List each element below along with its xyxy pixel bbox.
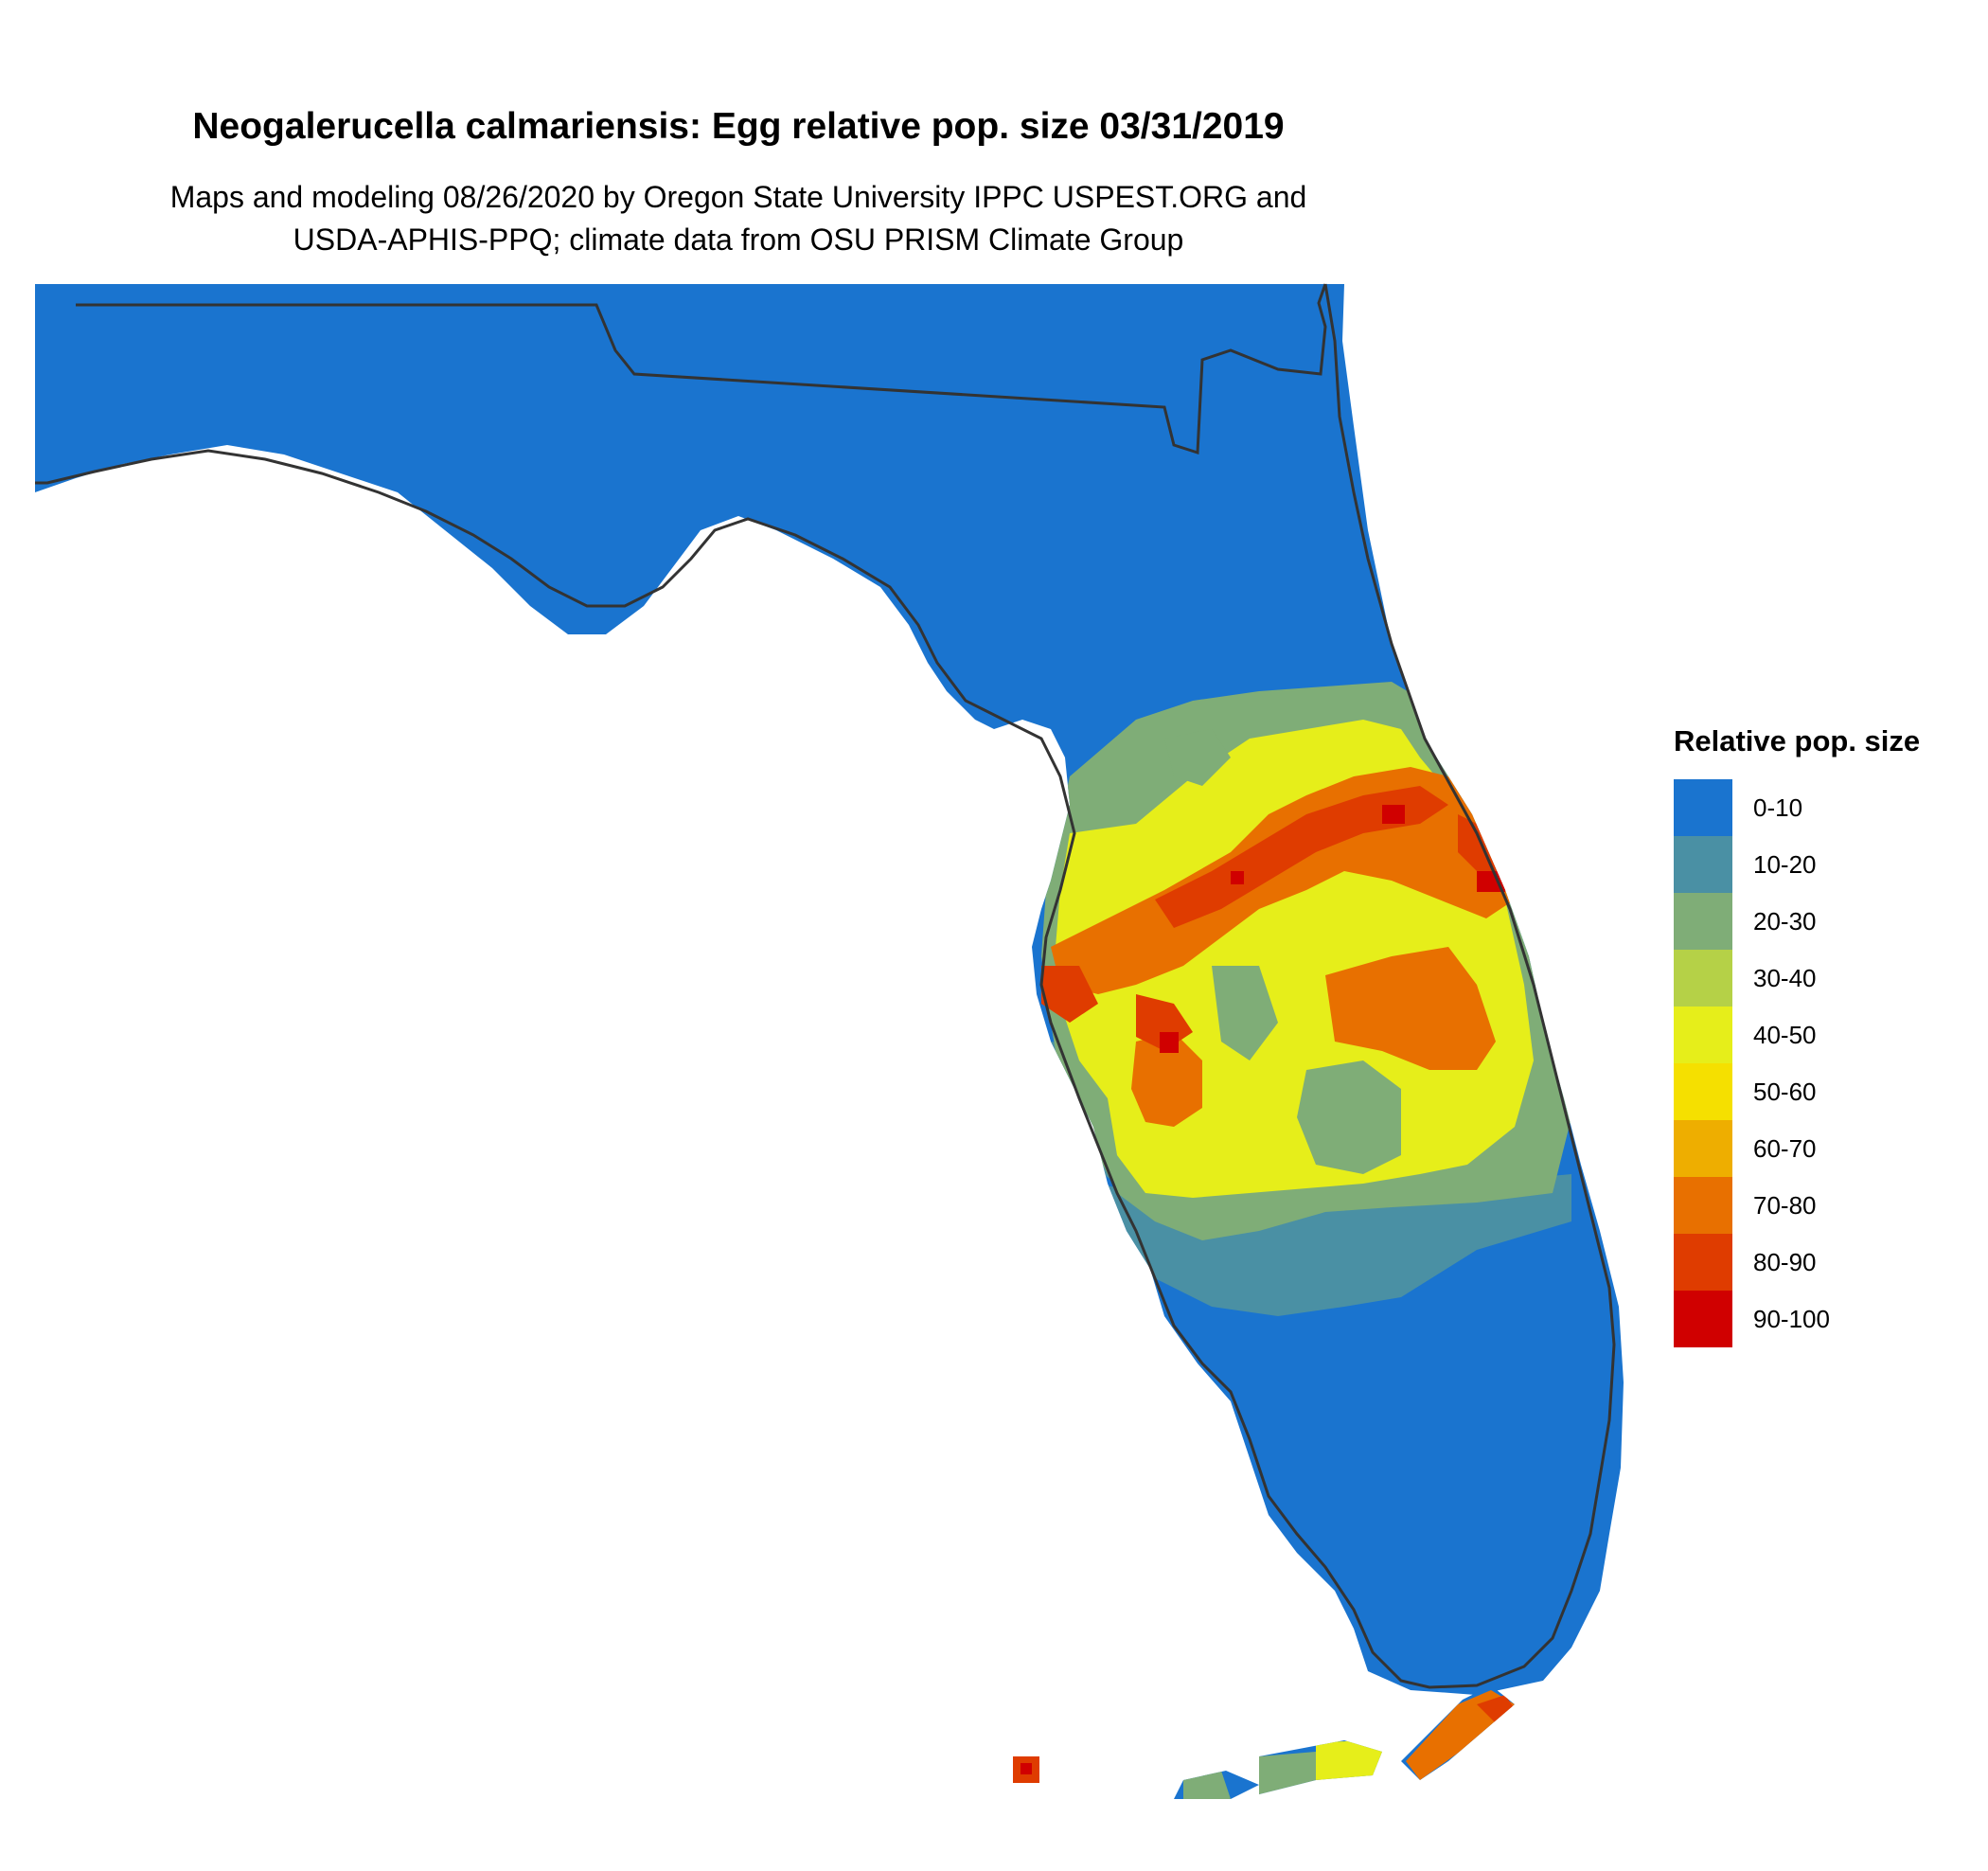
legend-label: 10-20	[1753, 849, 1817, 879]
map-title: Neogalerucella calmariensis: Egg relativ…	[192, 106, 1285, 147]
legend-item: 50-60	[1674, 1063, 1920, 1120]
legend-title: Relative pop. size	[1674, 724, 1921, 757]
zone-20-30-patch-3	[1164, 729, 1231, 786]
zone-80-90-streak-1	[1155, 786, 1448, 928]
legend-item: 30-40	[1674, 950, 1920, 1007]
legend-label: 20-30	[1753, 906, 1817, 936]
legend-item: 0-10	[1674, 779, 1920, 836]
legend-item: 60-70	[1674, 1120, 1920, 1177]
legend-swatch	[1674, 836, 1732, 893]
legend-label: 80-90	[1753, 1247, 1817, 1276]
legend-swatch	[1674, 1291, 1732, 1347]
zone-20-30-patch-2	[1212, 966, 1278, 1060]
georgia-alabama-border	[76, 283, 1327, 455]
zone-dry-tortugas-core	[1021, 1763, 1032, 1774]
zone-90-100-hotspot-1	[1382, 805, 1405, 824]
legend-item: 40-50	[1674, 1007, 1920, 1063]
zone-70-80-southeast	[1325, 947, 1496, 1070]
zone-70-80-southwest	[1131, 1032, 1202, 1127]
legend-swatch	[1674, 950, 1732, 1007]
zone-keys-yellow	[1316, 1740, 1382, 1780]
legend: Relative pop. size 0-10 10-20 20-30 30-40 40…	[1674, 724, 1920, 1347]
subtitle-line-1: Maps and modeling 08/26/2020 by Oregon S…	[169, 180, 1307, 214]
legend-item: 90-100	[1674, 1291, 1920, 1347]
state-boundary	[35, 283, 1616, 1689]
legend-item: 80-90	[1674, 1234, 1920, 1291]
zone-keys-green	[1259, 1752, 1316, 1794]
legend-item: 20-30	[1674, 893, 1920, 950]
legend-swatch	[1674, 893, 1732, 950]
legend-items: 0-10 10-20 20-30 30-40 40-50 50-60 60-70 70-80 8…	[1674, 779, 1920, 1347]
legend-swatch	[1674, 1177, 1732, 1234]
legend-item: 70-80	[1674, 1177, 1920, 1234]
subtitle-line-2: USDA-APHIS-PPQ; climate data from OSU PR…	[293, 223, 1184, 257]
legend-label: 50-60	[1753, 1077, 1817, 1106]
legend-label: 40-50	[1753, 1020, 1817, 1049]
legend-swatch	[1674, 1234, 1732, 1291]
zone-90-100-hotspot-3	[1160, 1032, 1179, 1053]
legend-swatch	[1674, 1063, 1732, 1120]
legend-label: 90-100	[1753, 1304, 1830, 1333]
zone-keys-west-green	[1183, 1771, 1231, 1799]
coastline	[35, 283, 1616, 1689]
legend-label: 30-40	[1753, 963, 1817, 992]
legend-label: 0-10	[1753, 793, 1803, 822]
legend-label: 60-70	[1753, 1133, 1817, 1163]
zone-90-100-hotspot-4	[1231, 871, 1244, 884]
zone-80-90-west	[1041, 966, 1098, 1023]
map-subtitle: Maps and modeling 08/26/2020 by Oregon S…	[38, 176, 1439, 261]
legend-swatch	[1674, 1120, 1732, 1177]
zone-20-30-patch-1	[1297, 1060, 1401, 1174]
population-raster	[35, 284, 1624, 1799]
legend-swatch	[1674, 779, 1732, 836]
zone-90-100-hotspot-2	[1477, 871, 1505, 892]
legend-label: 70-80	[1753, 1190, 1817, 1220]
legend-item: 10-20	[1674, 836, 1920, 893]
legend-swatch	[1674, 1007, 1732, 1063]
